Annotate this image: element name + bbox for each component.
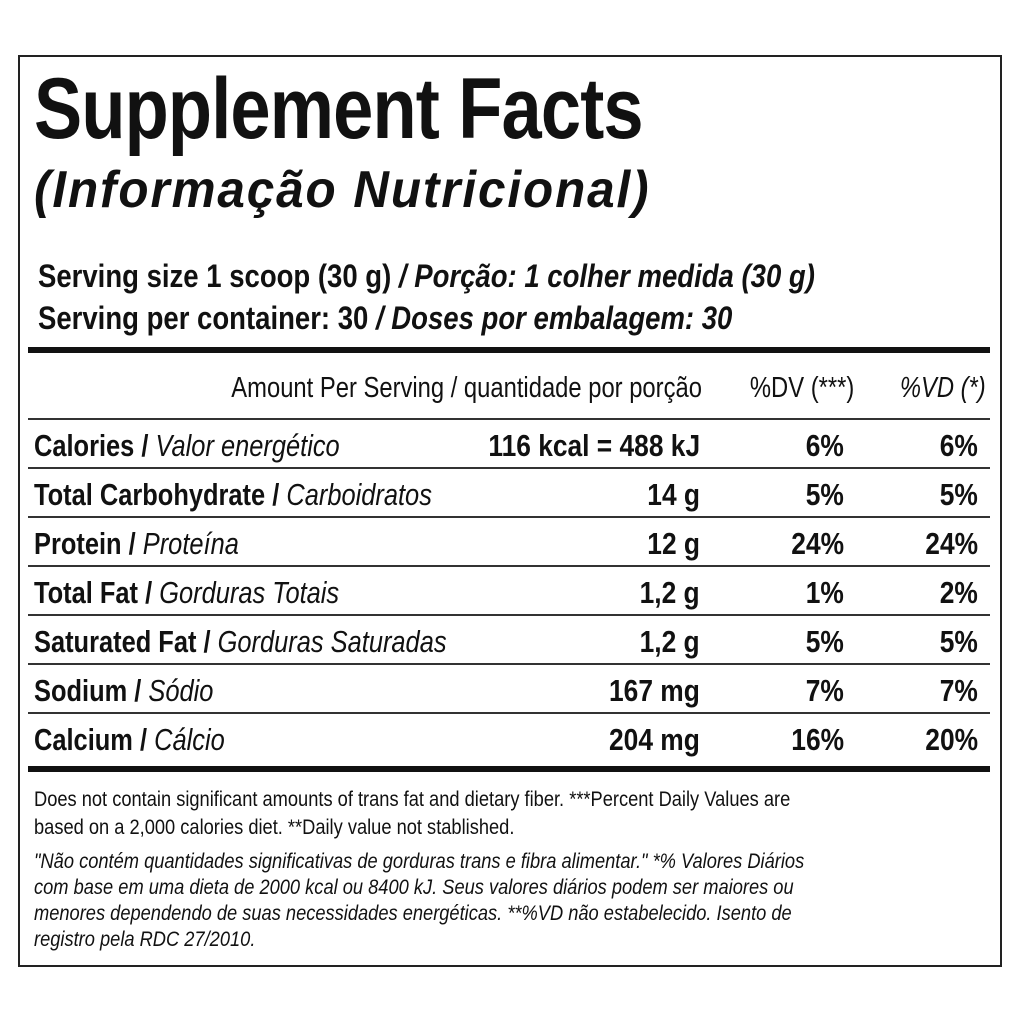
servings-pt: / Doses por embalagem: 30: [375, 300, 733, 336]
servings-en: Serving per container: 30: [38, 300, 369, 336]
nutrient-dv: 1%: [805, 575, 844, 610]
nutrient-name-pt: Carboidratos: [286, 477, 432, 512]
nutrient-amount: 116 kcal = 488 kJ: [488, 428, 700, 463]
nutrient-vd: 20%: [925, 722, 978, 757]
nutrient-vd: 6%: [939, 428, 978, 463]
nutrient-amount: 12 g: [647, 526, 700, 561]
nutrient-name-en: Calories /: [34, 428, 149, 463]
serving-size: Serving size 1 scoop (30 g) / Porção: 1 …: [38, 258, 815, 295]
label-border: [18, 55, 1002, 967]
nutrient-name-pt: Gorduras Totais: [159, 575, 340, 610]
nutrient-label: Protein / Proteína: [34, 526, 239, 562]
nutrient-dv: 16%: [791, 722, 844, 757]
servings-per-container: Serving per container: 30 / Doses por em…: [38, 300, 732, 337]
nutrient-row: Total Fat / Gorduras Totais 1,2 g 1% 2%: [28, 565, 990, 615]
nutrient-name-en: Sodium /: [34, 673, 142, 708]
nutrient-row: Total Carbohydrate / Carboidratos 14 g 5…: [28, 467, 990, 517]
nutrient-label: Saturated Fat / Gorduras Saturadas: [34, 624, 447, 660]
nutrient-amount: 1,2 g: [639, 624, 700, 659]
footnote-pt-line: "Não contém quantidades significativas d…: [34, 850, 805, 873]
nutrient-label: Total Carbohydrate / Carboidratos: [34, 477, 432, 513]
nutrient-vd: 2%: [939, 575, 978, 610]
nutrient-vd: 7%: [939, 673, 978, 708]
page-title: Supplement Facts: [34, 61, 644, 157]
nutrient-label: Calcium / Cálcio: [34, 722, 225, 758]
serving-size-en: Serving size 1 scoop (30 g): [38, 258, 392, 294]
nutrient-name-pt: Proteína: [142, 526, 239, 561]
nutrient-row: Calcium / Cálcio 204 mg 16% 20%: [28, 712, 990, 762]
nutrient-name-en: Protein /: [34, 526, 136, 561]
footnote-pt-line: com base em uma dieta de 2000 kcal ou 84…: [34, 876, 794, 899]
nutrient-amount: 1,2 g: [639, 575, 700, 610]
nutrient-vd: 5%: [939, 477, 978, 512]
footnote-pt-line: registro pela RDC 27/2010.: [34, 928, 256, 951]
nutrient-dv: 6%: [805, 428, 844, 463]
vd-header: %VD (*): [900, 372, 986, 404]
nutrient-amount: 14 g: [647, 477, 700, 512]
nutrient-dv: 24%: [791, 526, 844, 561]
nutrient-name-pt: Sódio: [148, 673, 214, 708]
footnote-pt-line: menores dependendo de suas necessidades …: [34, 902, 792, 925]
nutrient-dv: 5%: [805, 477, 844, 512]
nutrient-name-en: Saturated Fat /: [34, 624, 211, 659]
nutrient-amount: 204 mg: [609, 722, 700, 757]
nutrient-row: Sodium / Sódio 167 mg 7% 7%: [28, 663, 990, 713]
footnote-en-line: Does not contain significant amounts of …: [34, 788, 791, 811]
nutrient-row: Calories / Valor energético 116 kcal = 4…: [28, 418, 990, 468]
nutrient-dv: 7%: [805, 673, 844, 708]
nutrient-amount: 167 mg: [609, 673, 700, 708]
thick-divider: [28, 766, 990, 772]
nutrient-name-pt: Valor energético: [155, 428, 340, 463]
nutrient-dv: 5%: [805, 624, 844, 659]
nutrient-row: Protein / Proteína 12 g 24% 24%: [28, 516, 990, 566]
nutrient-vd: 5%: [939, 624, 978, 659]
nutrient-label: Sodium / Sódio: [34, 673, 213, 709]
nutrient-label: Total Fat / Gorduras Totais: [34, 575, 339, 611]
thick-divider: [28, 347, 990, 353]
nutrient-name-pt: Gorduras Saturadas: [217, 624, 447, 659]
page-subtitle: (Informação Nutricional): [34, 161, 651, 219]
nutrient-row: Saturated Fat / Gorduras Saturadas 1,2 g…: [28, 614, 990, 664]
nutrient-name-en: Total Fat /: [34, 575, 153, 610]
nutrient-name-pt: Cálcio: [154, 722, 225, 757]
footnote-en-line: based on a 2,000 calories diet. **Daily …: [34, 816, 515, 839]
nutrient-vd: 24%: [925, 526, 978, 561]
nutrient-name-en: Calcium /: [34, 722, 148, 757]
amount-header: Amount Per Serving / quantidade por porç…: [231, 372, 702, 404]
nutrient-label: Calories / Valor energético: [34, 428, 340, 464]
nutrient-name-en: Total Carbohydrate /: [34, 477, 280, 512]
serving-size-pt: / Porção: 1 colher medida (30 g): [398, 258, 815, 294]
dv-header: %DV (***): [749, 372, 854, 404]
